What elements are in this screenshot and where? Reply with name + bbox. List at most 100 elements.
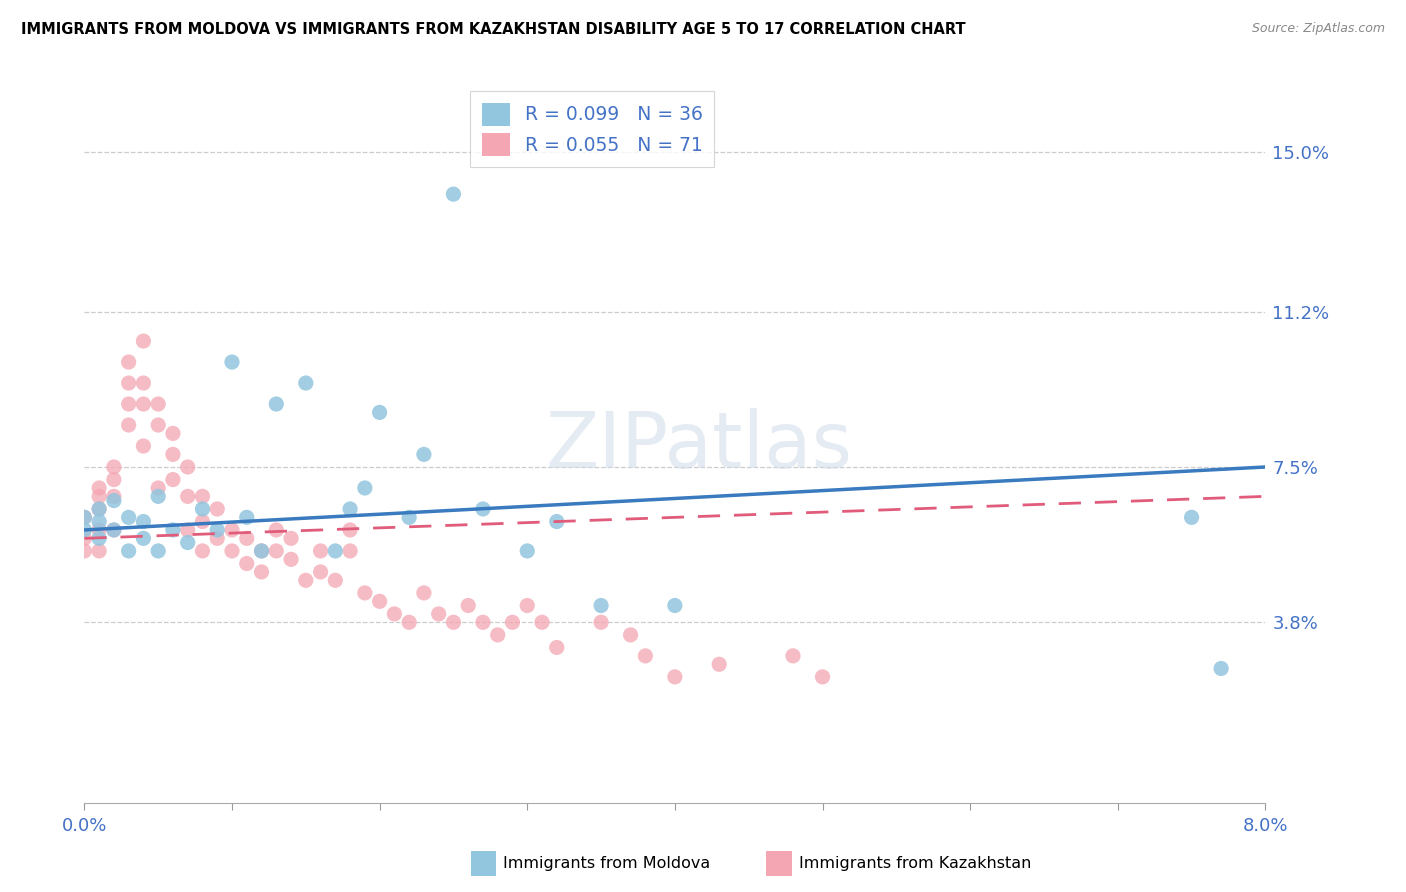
Point [354,586,377,600]
Point [709,657,731,672]
Point [162,447,184,461]
Point [531,615,554,630]
Point [205,502,228,516]
Point [177,535,200,549]
Point [236,532,259,546]
Point [118,544,141,558]
Point [89,502,111,516]
Point [132,397,155,411]
Point [103,489,125,503]
Point [546,640,568,655]
Text: Immigrants from Moldova: Immigrants from Moldova [503,856,710,871]
Point [236,557,259,571]
Point [132,439,155,453]
Point [413,586,436,600]
Point [148,481,170,495]
Point [323,544,347,558]
Point [177,489,200,503]
Point [634,648,657,663]
Point [339,523,361,537]
Point [191,502,214,516]
Point [398,510,420,524]
Point [118,397,141,411]
Point [811,670,834,684]
Point [118,355,141,369]
Point [309,565,332,579]
Point [132,334,155,348]
Point [191,544,214,558]
Point [382,607,406,621]
Point [546,515,568,529]
Point [132,532,155,546]
Point [162,473,184,487]
Point [132,376,155,390]
Point [457,599,479,613]
Point [295,376,318,390]
Point [148,397,170,411]
Point [472,502,495,516]
Point [339,502,361,516]
Text: Source: ZipAtlas.com: Source: ZipAtlas.com [1251,22,1385,36]
Point [118,376,141,390]
Point [103,523,125,537]
Point [89,515,111,529]
Point [148,544,170,558]
Point [1209,661,1232,675]
Point [73,523,96,537]
Point [502,615,524,630]
Point [221,355,243,369]
Point [118,510,141,524]
Point [89,481,111,495]
Point [221,544,243,558]
Point [205,523,228,537]
Point [162,426,184,441]
Point [250,544,273,558]
Point [591,599,613,613]
Point [443,615,465,630]
Text: ZIPatlas: ZIPatlas [546,408,852,484]
Point [89,502,111,516]
Point [205,532,228,546]
Point [73,544,96,558]
Point [280,532,302,546]
Legend: R = 0.099   N = 36, R = 0.055   N = 71: R = 0.099 N = 36, R = 0.055 N = 71 [471,92,714,167]
Point [177,523,200,537]
Point [264,523,288,537]
Point [89,544,111,558]
Point [619,628,641,642]
Point [339,544,361,558]
Point [472,615,495,630]
Point [221,523,243,537]
Point [1181,510,1204,524]
Point [103,473,125,487]
Point [250,565,273,579]
Point [103,523,125,537]
Point [191,489,214,503]
Point [280,552,302,566]
Point [368,594,391,608]
Point [309,544,332,558]
Point [295,574,318,588]
Point [148,489,170,503]
Point [398,615,420,630]
Point [236,510,259,524]
Point [591,615,613,630]
Point [73,532,96,546]
Point [368,405,391,419]
Point [148,417,170,432]
Point [264,397,288,411]
Point [664,670,686,684]
Point [427,607,450,621]
Point [354,481,377,495]
Point [89,532,111,546]
Point [132,515,155,529]
Point [103,493,125,508]
Point [89,523,111,537]
Point [162,523,184,537]
Point [782,648,804,663]
Point [443,187,465,202]
Point [73,510,96,524]
Point [250,544,273,558]
Point [73,510,96,524]
Point [177,460,200,475]
